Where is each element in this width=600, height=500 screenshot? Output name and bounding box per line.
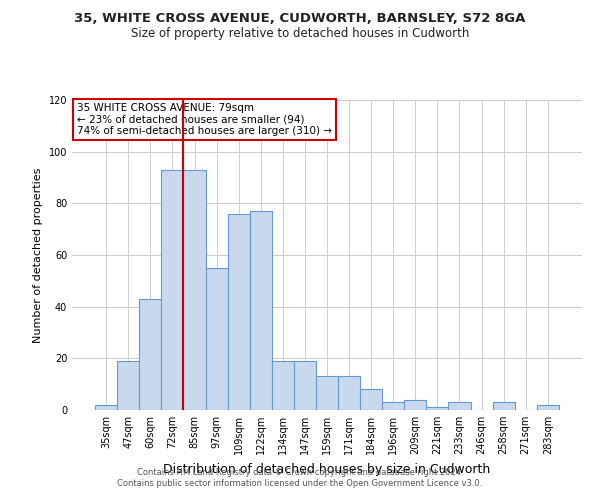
Bar	[206, 268, 227, 410]
Y-axis label: Number of detached properties: Number of detached properties	[33, 168, 43, 342]
Bar	[427, 408, 448, 410]
Bar	[537, 405, 559, 410]
Bar	[272, 361, 294, 410]
Bar	[95, 405, 117, 410]
Text: 35, WHITE CROSS AVENUE, CUDWORTH, BARNSLEY, S72 8GA: 35, WHITE CROSS AVENUE, CUDWORTH, BARNSL…	[74, 12, 526, 26]
Bar	[250, 211, 272, 410]
Bar	[184, 170, 206, 410]
Bar	[117, 361, 139, 410]
Text: 35 WHITE CROSS AVENUE: 79sqm
← 23% of detached houses are smaller (94)
74% of se: 35 WHITE CROSS AVENUE: 79sqm ← 23% of de…	[77, 103, 332, 136]
Bar	[493, 402, 515, 410]
Bar	[382, 402, 404, 410]
Bar	[139, 299, 161, 410]
Bar	[161, 170, 184, 410]
Bar	[294, 361, 316, 410]
Bar	[404, 400, 427, 410]
Bar	[316, 376, 338, 410]
X-axis label: Distribution of detached houses by size in Cudworth: Distribution of detached houses by size …	[163, 462, 491, 475]
Text: Contains HM Land Registry data © Crown copyright and database right 2024.
Contai: Contains HM Land Registry data © Crown c…	[118, 468, 482, 487]
Bar	[360, 390, 382, 410]
Text: Size of property relative to detached houses in Cudworth: Size of property relative to detached ho…	[131, 28, 469, 40]
Bar	[338, 376, 360, 410]
Bar	[227, 214, 250, 410]
Bar	[448, 402, 470, 410]
